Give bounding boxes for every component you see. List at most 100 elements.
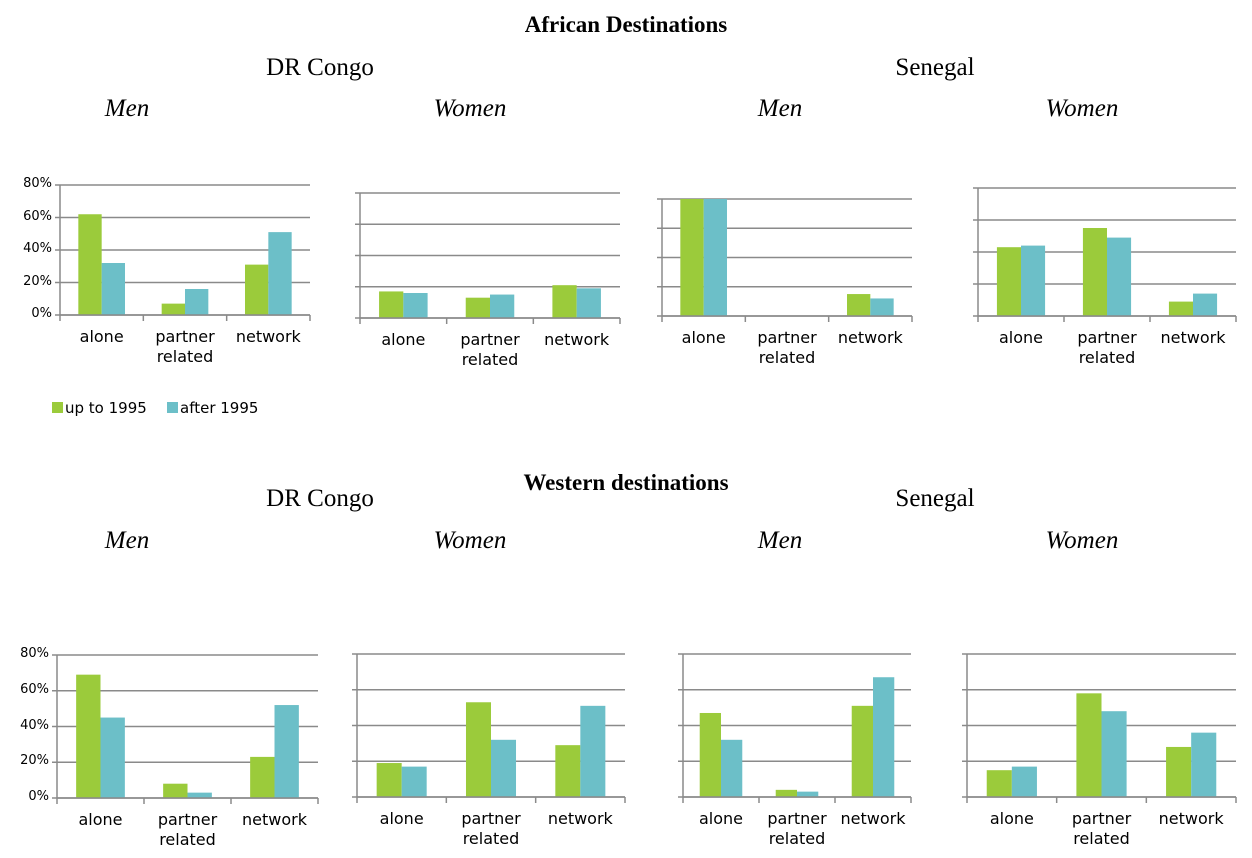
bar [403,293,428,318]
y-tick-label: 60% [20,681,49,697]
x-tick-label: alone [998,328,1044,347]
chart-title: Men [104,527,150,554]
y-tick-label: 20% [20,753,49,769]
bar [1011,766,1037,797]
x-tick-label: network [840,809,906,828]
bar [576,288,601,318]
x-tick-label: network [544,330,610,349]
country-label: DR Congo [266,54,374,81]
y-tick-label: 0% [28,789,49,804]
x-tick-label: network [1160,328,1226,347]
bar [491,739,517,797]
bar [775,789,797,797]
x-tick-label: alone [681,328,726,347]
x-tick-label: network [1158,809,1224,828]
bar [490,294,515,318]
chart-title: Women [1045,95,1119,122]
bar [851,705,873,797]
x-tick-label: alone [79,327,124,346]
x-tick-label: partner related [460,330,520,369]
x-tick-label: network [235,327,301,346]
bar [465,297,490,318]
country-label: Senegal [895,54,975,81]
y-tick-label: 0% [31,306,52,321]
bar [100,717,125,798]
bar [1076,693,1102,797]
bar [161,303,185,315]
x-tick-label: alone [698,809,744,828]
country-label: Senegal [895,485,975,512]
x-tick-label: network [547,809,613,828]
bar [703,199,727,316]
y-tick-label: 60% [23,208,52,224]
bar [721,739,743,797]
chart-title: Women [433,527,507,554]
x-tick-label: partner related [757,328,817,367]
x-tick-label: alone [379,809,424,828]
bar [996,247,1021,316]
x-tick-label: network [242,810,307,829]
y-tick-label: 80% [20,646,49,661]
bar [1107,237,1132,316]
bar [78,214,102,315]
bar [847,294,871,316]
x-tick-label: partner related [767,809,827,848]
bar [552,285,577,318]
section-title: Western destinations [523,470,729,495]
bar [1166,746,1192,797]
y-tick-label: 40% [23,241,52,256]
bar [268,232,292,315]
bar [555,745,581,797]
legend-swatch [52,402,63,413]
x-tick-label: alone [78,810,123,829]
section-title: African Destinations [524,12,728,37]
y-tick-label: 80% [23,176,52,191]
x-tick-label: alone [381,330,426,349]
bar [163,783,188,798]
bar [274,705,299,798]
legend-label: up to 1995 [65,399,147,417]
bar [1101,711,1127,797]
bar [187,792,212,798]
bar [1191,732,1217,797]
legend-label: after 1995 [180,399,259,417]
country-label: DR Congo [266,485,374,512]
bar [699,712,721,797]
bar [101,263,125,315]
x-tick-label: partner related [1077,328,1137,367]
chart-title: Women [433,95,507,122]
bar [680,199,704,316]
bar [1193,293,1218,316]
bar [185,289,209,315]
chart-title: Men [757,95,803,122]
bar [580,705,606,797]
bar [376,763,402,797]
legend-swatch [167,402,178,413]
bar [379,291,404,318]
bar [873,677,895,797]
x-tick-label: partner related [157,810,218,849]
x-tick-label: partner related [155,327,215,366]
chart-title: Women [1045,527,1119,554]
bar [250,756,275,798]
x-tick-label: partner related [461,809,521,848]
bar [1082,228,1107,316]
y-tick-label: 20% [23,273,52,289]
bar [465,702,491,797]
y-tick-label: 40% [20,717,49,733]
bar [870,298,894,316]
bar [1168,301,1193,316]
chart-title: Men [104,95,150,122]
bar [76,674,101,798]
bar [245,264,269,315]
chart-title: Men [757,527,803,554]
bar [1021,245,1046,316]
x-tick-label: network [837,328,903,347]
bar [401,766,427,797]
x-tick-label: alone [989,809,1034,828]
bar [797,791,819,797]
bar [986,770,1012,797]
x-tick-label: partner related [1071,809,1132,848]
